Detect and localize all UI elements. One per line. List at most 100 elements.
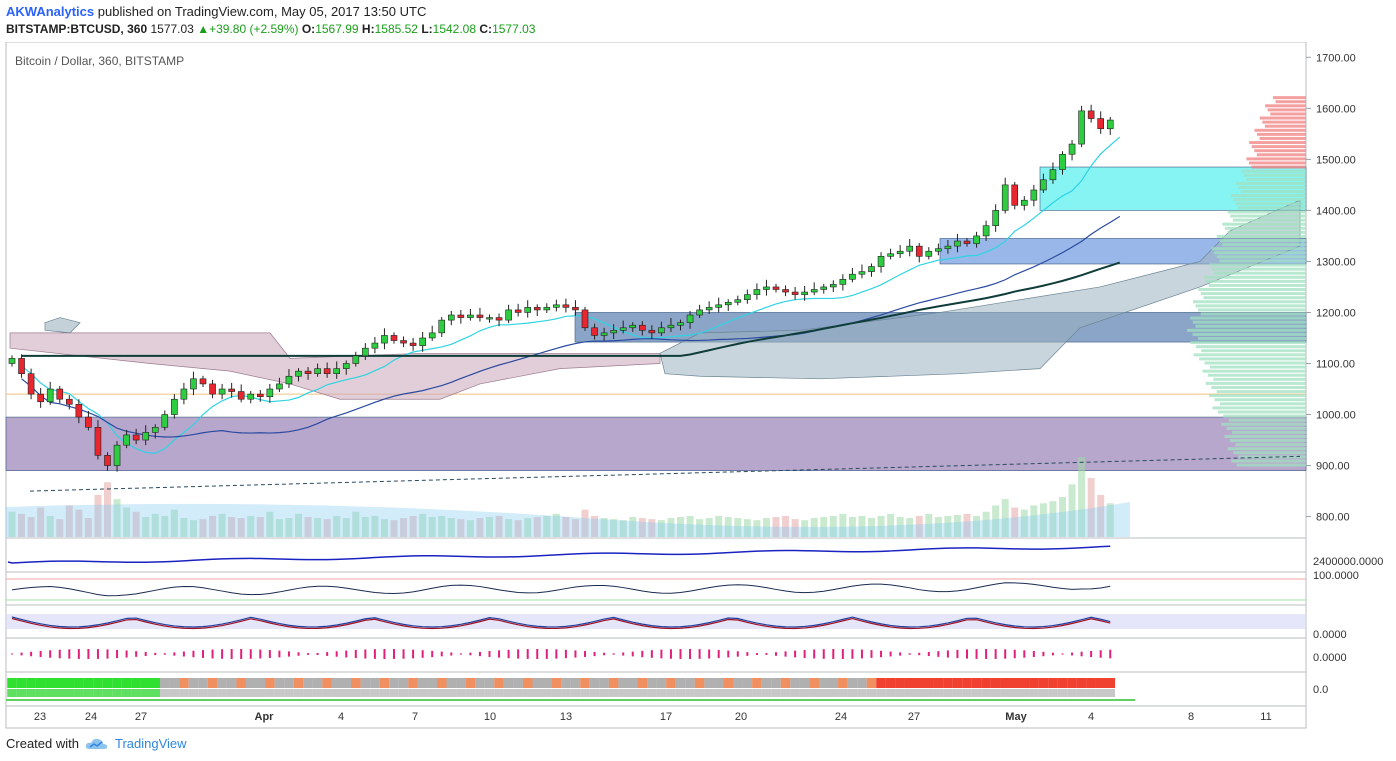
- profile-bar: [1220, 402, 1306, 406]
- price-tick-label: 1500.00: [1316, 154, 1356, 166]
- trend-strip-cell: [847, 689, 858, 697]
- trend-strip-cell: [532, 678, 543, 688]
- volume-bar: [371, 515, 379, 537]
- trend-strip-cell: [436, 678, 447, 688]
- histogram-bar: [870, 650, 873, 658]
- time-tick-label: 7: [412, 711, 418, 723]
- volume-bar: [839, 513, 847, 537]
- trend-strip-cell: [895, 678, 905, 688]
- histogram-bar: [87, 649, 90, 659]
- trend-strip-cell: [379, 678, 390, 688]
- trend-strip-cell: [417, 689, 428, 697]
- volume-bar: [409, 515, 417, 537]
- candle-body: [753, 289, 761, 295]
- profile-bar: [1198, 308, 1306, 312]
- trend-strip-cell: [656, 689, 667, 697]
- candle-body: [161, 414, 169, 428]
- price-tick-label: 1700.00: [1316, 52, 1356, 64]
- trend-strip-cell: [981, 689, 991, 697]
- trend-strip-cell: [551, 689, 562, 697]
- histogram-bar: [966, 649, 968, 659]
- trend-strip-cell: [35, 678, 46, 688]
- candle-body: [476, 314, 484, 318]
- profile-bar: [1273, 96, 1306, 100]
- candle-body: [247, 393, 255, 400]
- volume-bar: [476, 518, 484, 537]
- histogram-bar: [1071, 652, 1074, 656]
- price-chart[interactable]: Bitcoin / Dollar, 360, BITSTAMP 1700.00 1…: [0, 42, 1396, 732]
- profile-bar: [1190, 316, 1306, 320]
- symbol-label: BITSTAMP:BTCUSD, 360: [6, 22, 148, 36]
- candle-body: [132, 434, 140, 441]
- trend-strip-cell: [713, 678, 724, 688]
- candle-body: [677, 322, 684, 326]
- long-ma-line: [21, 261, 1121, 357]
- high-value: 1585.52: [374, 22, 418, 36]
- profile-bar: [1246, 177, 1306, 181]
- trend-strip-cell: [1095, 678, 1106, 688]
- trend-strip-cell: [866, 678, 877, 688]
- candle-body: [944, 245, 952, 249]
- histogram-bar: [794, 650, 797, 658]
- tradingview-link[interactable]: TradingView: [114, 736, 187, 751]
- trend-strip-cell: [179, 689, 189, 697]
- candle-body: [744, 294, 751, 301]
- trend-strip-cell: [188, 689, 199, 697]
- volume-bar: [571, 519, 579, 537]
- histogram-bar: [135, 651, 138, 657]
- profile-bar: [1193, 353, 1306, 357]
- trend-strip-cell: [885, 689, 896, 697]
- price-change: +39.80 (+2.59%): [209, 22, 299, 36]
- trend-strip-cell: [771, 678, 781, 688]
- volume-bar: [791, 519, 799, 537]
- histogram-bar: [364, 649, 367, 659]
- author-link[interactable]: AKWAnalytics: [6, 4, 95, 19]
- trend-strip-cell: [1105, 678, 1116, 688]
- histogram-bar: [287, 651, 290, 657]
- volume-bar: [323, 519, 331, 537]
- time-tick-label: May: [1005, 711, 1027, 723]
- trend-strip-cell: [885, 678, 896, 688]
- volume-bar: [352, 511, 360, 537]
- candle-body: [151, 426, 159, 433]
- trend-strip-cell: [1048, 689, 1058, 697]
- volume-bar: [1059, 497, 1066, 537]
- histogram-bar: [985, 649, 988, 659]
- histogram-bar: [622, 652, 625, 656]
- trend-strip-cell: [513, 689, 523, 697]
- chart-title: Bitcoin / Dollar, 360, BITSTAMP: [15, 54, 184, 68]
- trend-strip-cell: [522, 678, 533, 688]
- histogram-bar: [249, 649, 252, 659]
- trend-strip-cell: [121, 678, 132, 688]
- profile-bar: [1236, 463, 1306, 467]
- candle-body: [638, 324, 646, 331]
- candle-body: [600, 332, 608, 336]
- trend-strip-cell: [599, 689, 609, 697]
- candle-body: [390, 335, 398, 341]
- volume-profile: [1187, 96, 1306, 467]
- profile-bar: [1270, 112, 1306, 116]
- candle-body: [658, 327, 665, 334]
- profile-bar: [1214, 398, 1306, 402]
- profile-bar: [1267, 108, 1306, 112]
- histogram-bar: [526, 649, 529, 659]
- trend-strip-cell: [255, 689, 266, 697]
- volume-bar: [8, 511, 16, 537]
- profile-bar: [1209, 394, 1306, 398]
- histogram-bar: [335, 651, 338, 657]
- candle-body: [209, 383, 216, 395]
- histogram-bar: [412, 649, 415, 659]
- trend-strip-cell: [160, 689, 170, 697]
- candle-body: [543, 307, 551, 311]
- profile-bar: [1211, 247, 1306, 251]
- trend-strip-cell: [990, 678, 1001, 688]
- volume-bar: [46, 515, 54, 537]
- profile-bar: [1226, 426, 1306, 430]
- candle-body: [801, 291, 808, 295]
- time-tick-label: Apr: [255, 711, 275, 723]
- histogram-bar: [660, 649, 663, 659]
- trend-strip-cell: [608, 678, 619, 688]
- histogram-bar: [421, 650, 424, 658]
- volume-bar: [495, 515, 503, 537]
- trend-strip-cell: [45, 678, 55, 688]
